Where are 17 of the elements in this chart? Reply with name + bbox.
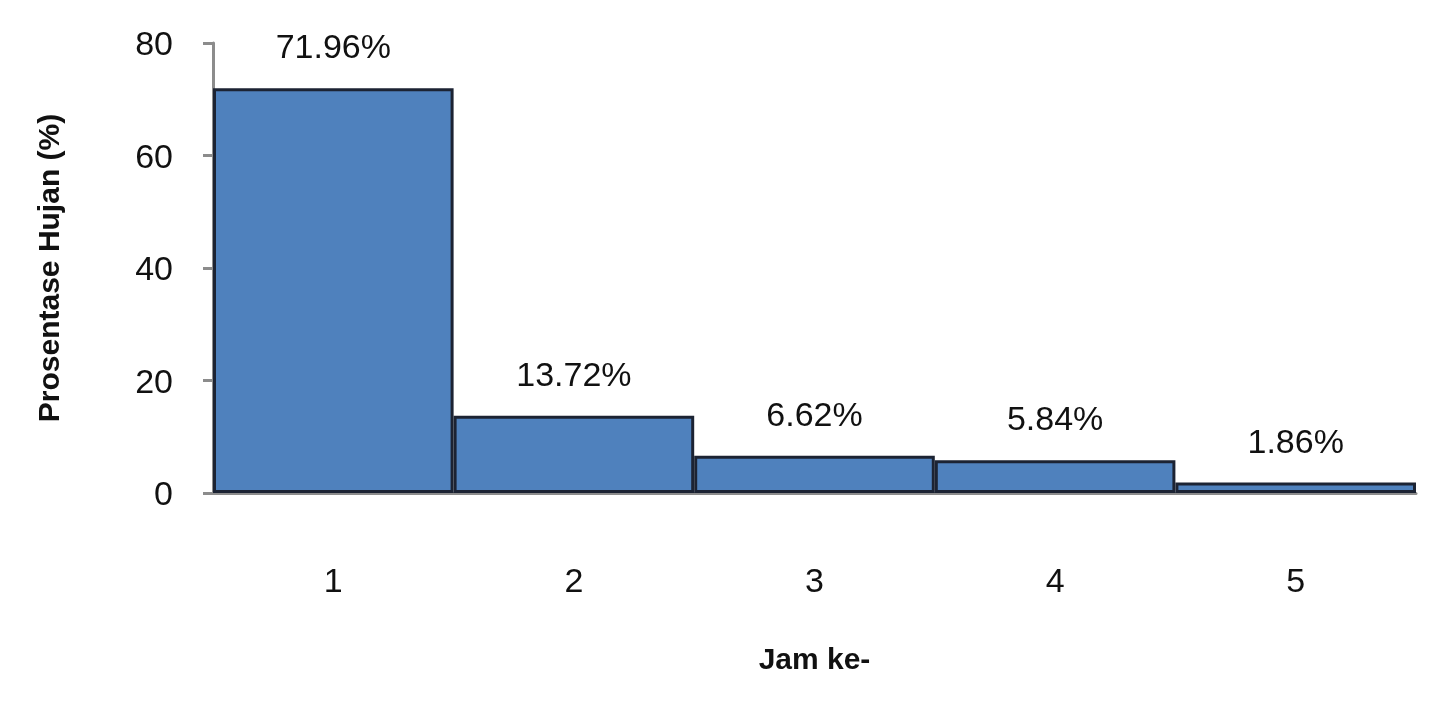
data-label: 13.72% — [516, 354, 632, 393]
y-tick-label: 60 — [135, 136, 173, 175]
x-tick-label: 2 — [564, 561, 584, 599]
y-tick-label: 80 — [135, 24, 173, 62]
data-label: 1.86% — [1247, 421, 1344, 460]
x-tick-label: 1 — [323, 561, 343, 599]
y-tick-label: 20 — [135, 361, 173, 400]
y-tick-label: 40 — [135, 249, 173, 287]
data-label: 5.84% — [1006, 399, 1104, 438]
y-tick-label: 0 — [154, 474, 173, 512]
x-axis-title: Jam ke- — [758, 641, 871, 675]
x-tick-label: 3 — [805, 561, 824, 599]
x-tick-label: 5 — [1286, 561, 1306, 599]
data-label: 71.96% — [275, 27, 391, 66]
x-tick-label: 4 — [1045, 561, 1065, 599]
y-axis-title: Prosentase Hujan (%) — [31, 113, 65, 423]
data-label: 6.62% — [766, 394, 863, 433]
